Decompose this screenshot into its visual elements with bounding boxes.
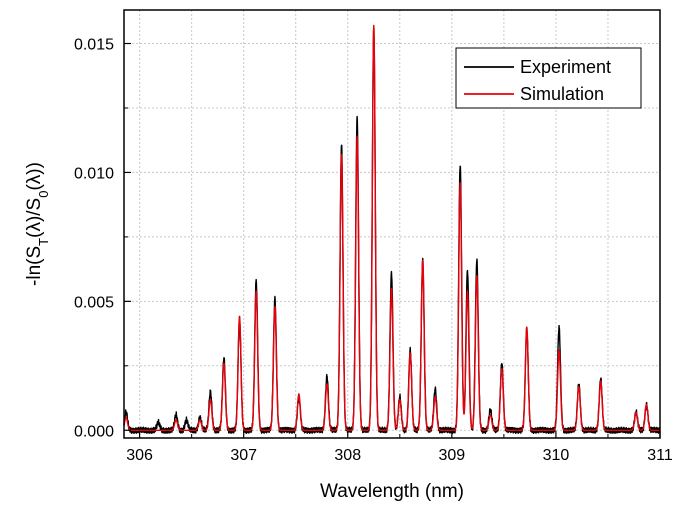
y-axis-title-part: (λ)/S bbox=[24, 198, 45, 238]
y-axis-title-part: 0 bbox=[36, 191, 51, 198]
x-axis-title: Wavelength (nm) bbox=[320, 481, 464, 502]
legend-label-experiment: Experiment bbox=[520, 57, 611, 77]
x-tick-label: 311 bbox=[647, 447, 673, 464]
y-axis-title-part: T bbox=[36, 238, 51, 246]
series-layer bbox=[123, 24, 661, 435]
series-line-simulation bbox=[123, 24, 661, 431]
axis-ticks: 306 307 308 309 310 311 0.000 0.005 0.010 0.015 bbox=[74, 37, 673, 464]
y-axis-title-part: -ln(S bbox=[24, 246, 45, 286]
y-tick-label: 0.010 bbox=[74, 165, 114, 182]
y-axis-title-part: (λ)) bbox=[24, 162, 45, 190]
x-tick-label: 308 bbox=[334, 447, 361, 464]
y-tick-label: 0.015 bbox=[74, 37, 114, 54]
legend-label-simulation: Simulation bbox=[520, 84, 604, 104]
x-tick-label: 309 bbox=[438, 447, 465, 464]
x-tick-label: 310 bbox=[543, 447, 570, 464]
x-tick-label: 306 bbox=[126, 447, 153, 464]
y-tick-label: 0.000 bbox=[74, 423, 114, 440]
grid bbox=[124, 10, 660, 438]
y-axis-title: -ln(ST(λ)/S0(λ)) bbox=[24, 162, 51, 286]
legend-box bbox=[455, 47, 642, 109]
plot-frame bbox=[123, 9, 661, 439]
legend: Experiment Simulation bbox=[455, 47, 642, 109]
x-tick-label: 307 bbox=[230, 447, 257, 464]
y-tick-label: 0.005 bbox=[74, 294, 114, 311]
